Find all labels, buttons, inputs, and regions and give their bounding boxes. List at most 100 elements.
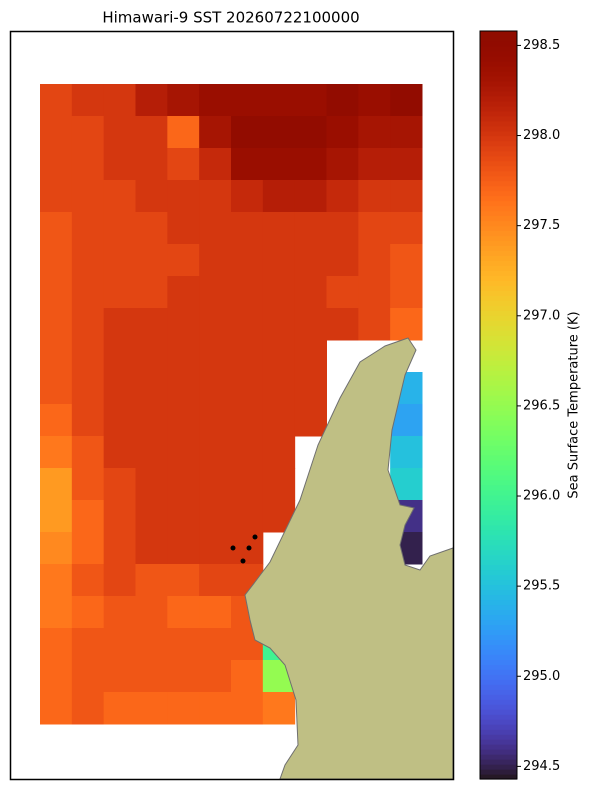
colorbar-swatch	[480, 774, 517, 780]
colorbar-swatch	[480, 569, 517, 576]
sst-cell	[167, 180, 200, 213]
sst-cell	[103, 436, 136, 469]
colorbar-tick-label: 297.0	[523, 308, 560, 323]
colorbar-swatch	[480, 624, 517, 630]
colorbar-swatch	[480, 125, 517, 132]
colorbar-swatch	[480, 679, 517, 685]
colorbar-swatch	[480, 265, 517, 271]
colorbar-swatch	[480, 280, 517, 286]
sst-cell	[199, 148, 232, 181]
colorbar-tick-label: 296.5	[523, 398, 560, 413]
sst-cell	[167, 340, 200, 373]
colorbar-swatch	[480, 709, 517, 715]
sst-cell	[294, 116, 327, 149]
sst-cell	[390, 244, 423, 277]
colorbar-swatch	[480, 390, 517, 396]
sst-cell	[167, 372, 200, 405]
sst-cell	[40, 692, 73, 725]
colorbar-tick-label: 298.5	[523, 38, 560, 53]
colorbar-swatch	[480, 604, 517, 611]
sst-cell	[231, 148, 264, 181]
sst-cell	[71, 692, 105, 725]
sst-cell	[40, 308, 73, 341]
sst-cell	[40, 212, 73, 245]
colorbar-swatch	[480, 315, 517, 321]
colorbar-swatch	[480, 614, 517, 621]
sst-cell	[199, 212, 232, 245]
sst-cell	[358, 276, 391, 309]
sst-cell	[294, 308, 327, 341]
colorbar-swatch	[480, 90, 517, 97]
sst-cell	[199, 84, 232, 117]
sst-cell	[199, 276, 232, 309]
sst-cell	[358, 84, 391, 117]
point	[246, 545, 252, 551]
sst-cell	[103, 180, 136, 213]
colorbar-swatch	[480, 504, 517, 511]
colorbar-swatch	[480, 225, 517, 232]
colorbar-swatch	[480, 714, 517, 720]
colorbar-swatch	[480, 729, 517, 735]
sst-cell	[231, 180, 264, 213]
sst-cell	[262, 276, 296, 309]
colorbar-swatch	[480, 539, 517, 546]
colorbar-swatch	[480, 484, 517, 491]
sst-cell	[326, 212, 359, 245]
colorbar-swatch	[480, 35, 517, 42]
sst-cell	[135, 564, 168, 597]
sst-cell	[199, 116, 232, 149]
colorbar-swatch	[480, 210, 517, 217]
colorbar-swatch	[480, 429, 517, 436]
sst-cell	[199, 244, 232, 277]
colorbar-swatch	[480, 195, 517, 202]
sst-cell	[71, 180, 105, 213]
sst-cell	[294, 180, 327, 213]
sst-cell	[199, 372, 232, 405]
colorbar-swatch	[480, 395, 517, 401]
sst-cell	[135, 84, 168, 117]
sst-cell	[199, 628, 232, 661]
sst-cell	[326, 308, 359, 341]
colorbar-swatch	[480, 664, 517, 670]
sst-cell	[71, 596, 105, 629]
sst-cell	[103, 212, 136, 245]
sst-cell	[40, 532, 73, 565]
sst-cell	[103, 660, 136, 693]
colorbar-swatch	[480, 654, 517, 660]
sst-cell	[71, 660, 105, 693]
sst-cell	[262, 116, 296, 149]
sst-cell	[71, 372, 105, 405]
sst-cell	[135, 468, 168, 501]
sst-cell	[199, 436, 232, 469]
sst-cell	[199, 340, 232, 373]
colorbar-swatch	[480, 529, 517, 536]
sst-cell	[390, 84, 423, 117]
point	[252, 534, 258, 540]
colorbar-swatch	[480, 400, 517, 406]
sst-cell	[326, 84, 359, 117]
sst-cell	[167, 628, 200, 661]
sst-cell	[390, 180, 423, 213]
colorbar-swatch	[480, 365, 517, 371]
colorbar-swatch	[480, 330, 517, 336]
colorbar-tick-label: 294.5	[523, 759, 560, 774]
sst-cell	[167, 308, 200, 341]
colorbar-swatch	[480, 275, 517, 281]
sst-cell	[231, 116, 264, 149]
sst-cell	[71, 340, 105, 373]
sst-cell	[199, 180, 232, 213]
colorbar-swatch	[480, 589, 517, 596]
colorbar-tick-label: 295.5	[523, 579, 560, 594]
colorbar-swatch	[480, 55, 517, 62]
colorbar-swatch	[480, 50, 517, 57]
colorbar-swatch	[480, 355, 517, 361]
land	[244, 337, 454, 780]
sst-cell	[167, 596, 200, 629]
colorbar-swatch	[480, 499, 517, 506]
sst-cell	[358, 180, 391, 213]
sst-cell	[231, 84, 264, 117]
colorbar-swatch	[480, 434, 517, 441]
sst-cell	[231, 660, 264, 693]
colorbar-swatch	[480, 414, 517, 421]
sst-cell	[135, 276, 168, 309]
